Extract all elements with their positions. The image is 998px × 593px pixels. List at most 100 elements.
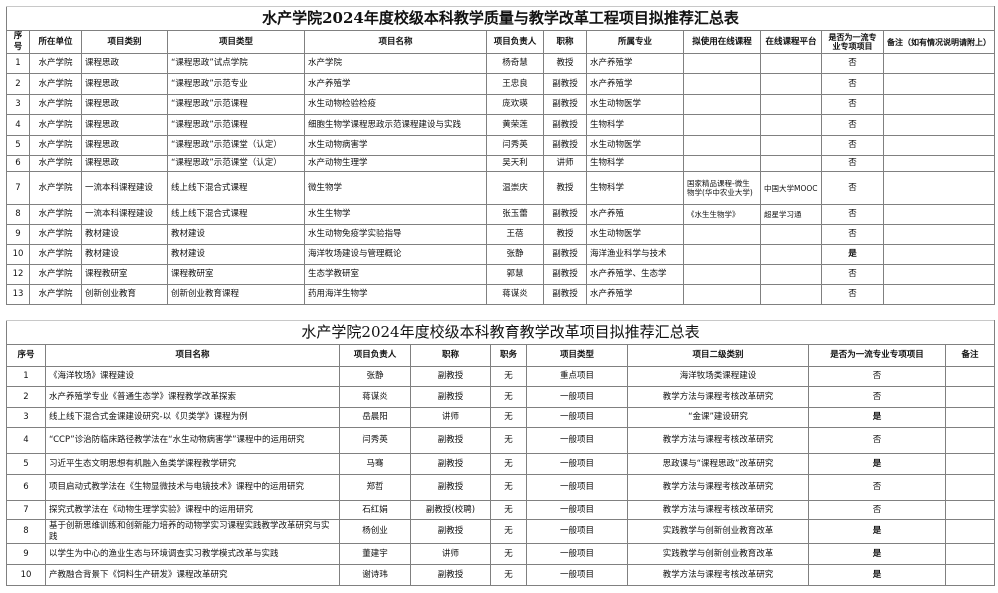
- table-cell: 是: [821, 244, 884, 265]
- table-cell: 谢诗玮: [339, 564, 411, 586]
- table-cell: [944, 564, 996, 586]
- table-cell: 海洋牧场类课程建设: [627, 366, 809, 387]
- table-cell: 一般项目: [526, 500, 628, 520]
- column-header: 是否为一流专业专项项目: [821, 30, 884, 54]
- table-cell: [683, 264, 761, 285]
- table-cell: [944, 500, 996, 520]
- table-cell: 教学方法与课程考核改革研究: [627, 386, 809, 408]
- table-cell: 生物科学: [586, 171, 684, 205]
- table-cell: 水生动物检验检疫: [304, 94, 487, 115]
- table-cell: [760, 94, 822, 115]
- table-cell: 2: [6, 73, 30, 95]
- table-cell: 副教授: [543, 204, 587, 225]
- table-cell: [882, 155, 996, 172]
- table-cell: [683, 114, 761, 136]
- table-cell: 否: [808, 366, 946, 387]
- table-row: 1 水产学院 课程思政 “课程思政”试点学院 水产学院 杨奇慧 教授 水产养殖学否: [6, 53, 996, 74]
- table-cell: 8: [6, 204, 30, 225]
- table-cell: “课程思政”试点学院: [167, 53, 305, 74]
- table-cell: 无: [490, 453, 527, 475]
- table-cell: 郑哲: [339, 474, 411, 501]
- table-cell: 课程教研室: [167, 264, 305, 285]
- table-cell: 副教授: [543, 284, 587, 305]
- table-cell: 项目启动式教学法在《生物显微技术与电镜技术》课程中的运用研究: [45, 474, 340, 501]
- table-cell: 水产学院: [29, 114, 82, 136]
- table-cell: [944, 407, 996, 428]
- table-cell: 12: [6, 264, 30, 285]
- table-cell: 杨创业: [339, 519, 411, 544]
- table-cell: 课程教研室: [81, 264, 168, 285]
- table-cell: 否: [821, 155, 884, 172]
- table-cell: [944, 453, 996, 475]
- table-cell: [683, 284, 761, 305]
- table-cell: 副教授: [543, 135, 587, 156]
- table-cell: 水产学院: [29, 171, 82, 205]
- table-cell: 水产养殖: [586, 204, 684, 225]
- table-cell: [882, 244, 996, 265]
- table-cell: 是: [808, 543, 946, 565]
- table-cell: 海洋渔业科学与技术: [586, 244, 684, 265]
- table-row: 7 探究式教学法在《动物生理学实验》课程中的运用研究 石红娟 副教授(校聘) 无一般项目…: [6, 500, 996, 520]
- table-cell: 副教授: [543, 114, 587, 136]
- table-cell: 否: [821, 73, 884, 95]
- table-cell: 线上线下混合式课程: [167, 171, 305, 205]
- table-cell: [683, 73, 761, 95]
- table-cell: 以学生为中心的渔业生态与环境调查实习教学模式改革与实践: [45, 543, 340, 565]
- table-cell: [882, 94, 996, 115]
- table-cell: 6: [6, 155, 30, 172]
- table-cell: [683, 155, 761, 172]
- table-cell: 海洋牧场建设与管理概论: [304, 244, 487, 265]
- table-cell: [760, 244, 822, 265]
- table-cell: “CCP”诊治防临床路径教学法在“水生动物病害学”课程中的运用研究: [45, 427, 340, 454]
- table-cell: 水产学院: [29, 264, 82, 285]
- table-cell: 教授: [543, 53, 587, 74]
- column-header: 项目名称: [45, 344, 340, 367]
- table-cell: [683, 224, 761, 245]
- table-cell: 无: [490, 500, 527, 520]
- table-row: 8 水产学院 一流本科课程建设 线上线下混合式课程 水生生物学 张玉蕾 副教授 水产养殖 《水生…: [6, 204, 996, 225]
- table-cell: 细胞生物学课程思政示范课程建设与实践: [304, 114, 487, 136]
- table-cell: 水产养殖学: [586, 73, 684, 95]
- table-cell: 水产学院: [29, 284, 82, 305]
- table-row: 6 水产学院 课程思政 “课程思政”示范课堂（认定） 水产动物生理学 吴天利 讲师 生物科学 否: [6, 155, 996, 172]
- table-cell: 药用海洋生物学: [304, 284, 487, 305]
- table-cell: 水产学院: [29, 53, 82, 74]
- table-cell: 5: [6, 453, 46, 475]
- table-row: 5 习近平生态文明思想有机融入鱼类学课程教学研究 马骞 副教授无一般项目 思政课与“课程…: [6, 453, 996, 475]
- table-cell: 创新创业教育课程: [167, 284, 305, 305]
- table-cell: 水生生物学: [304, 204, 487, 225]
- table-cell: 副教授: [543, 244, 587, 265]
- table-cell: 蒋谋炎: [339, 386, 411, 408]
- column-header: 项目负责人: [339, 344, 411, 367]
- table-cell: 3: [6, 407, 46, 428]
- table-cell: 一般项目: [526, 407, 628, 428]
- table-row: 2 水产学院 课程思政 “课程思政”示范专业 水产养殖学 王忠良 副教授 水产养殖学否: [6, 73, 996, 95]
- table-cell: “课程思政”示范专业: [167, 73, 305, 95]
- table-cell: [882, 114, 996, 136]
- table-cell: 6: [6, 474, 46, 501]
- table-cell: 无: [490, 386, 527, 408]
- table-cell: 10: [6, 564, 46, 586]
- table-cell: 教材建设: [81, 224, 168, 245]
- table-cell: 否: [808, 386, 946, 408]
- table-cell: 探究式教学法在《动物生理学实验》课程中的运用研究: [45, 500, 340, 520]
- table-cell: 无: [490, 427, 527, 454]
- table-cell: 一般项目: [526, 386, 628, 408]
- table-cell: 教材建设: [167, 224, 305, 245]
- table-row: 6 项目启动式教学法在《生物显微技术与电镜技术》课程中的运用研究 郑哲 副教授无一般项…: [6, 474, 996, 501]
- table-cell: “课程思政”示范课程: [167, 114, 305, 136]
- table-cell: 是: [808, 407, 946, 428]
- table-cell: 副教授: [410, 386, 491, 408]
- table-cell: 闫秀英: [339, 427, 411, 454]
- column-header: 项目类别: [81, 30, 168, 54]
- column-header: 是否为一流专业专项项目: [808, 344, 946, 367]
- table-cell: 4: [6, 114, 30, 136]
- column-header: 备注: [944, 344, 996, 367]
- table-row: 12 水产学院 课程教研室 课程教研室 生态学教研室 郭慧 副教授 水产养殖学、生态学否: [6, 264, 996, 285]
- table-cell: 否: [808, 427, 946, 454]
- table-cell: 副教授(校聘): [410, 500, 491, 520]
- table-cell: [944, 519, 996, 544]
- teaching-quality-summary-table: 水产学院2024年度校级本科教学质量与教学改革工程项目拟推荐汇总表 序号 所在单位…: [5, 6, 996, 305]
- table-row: 2 水产养殖学专业《普通生态学》课程教学改革探索 蒋谋炎 副教授无一般项目 教学方法与课…: [6, 386, 996, 408]
- table2-title: 水产学院2024年度校级本科教育教学改革项目拟推荐汇总表: [5, 320, 996, 345]
